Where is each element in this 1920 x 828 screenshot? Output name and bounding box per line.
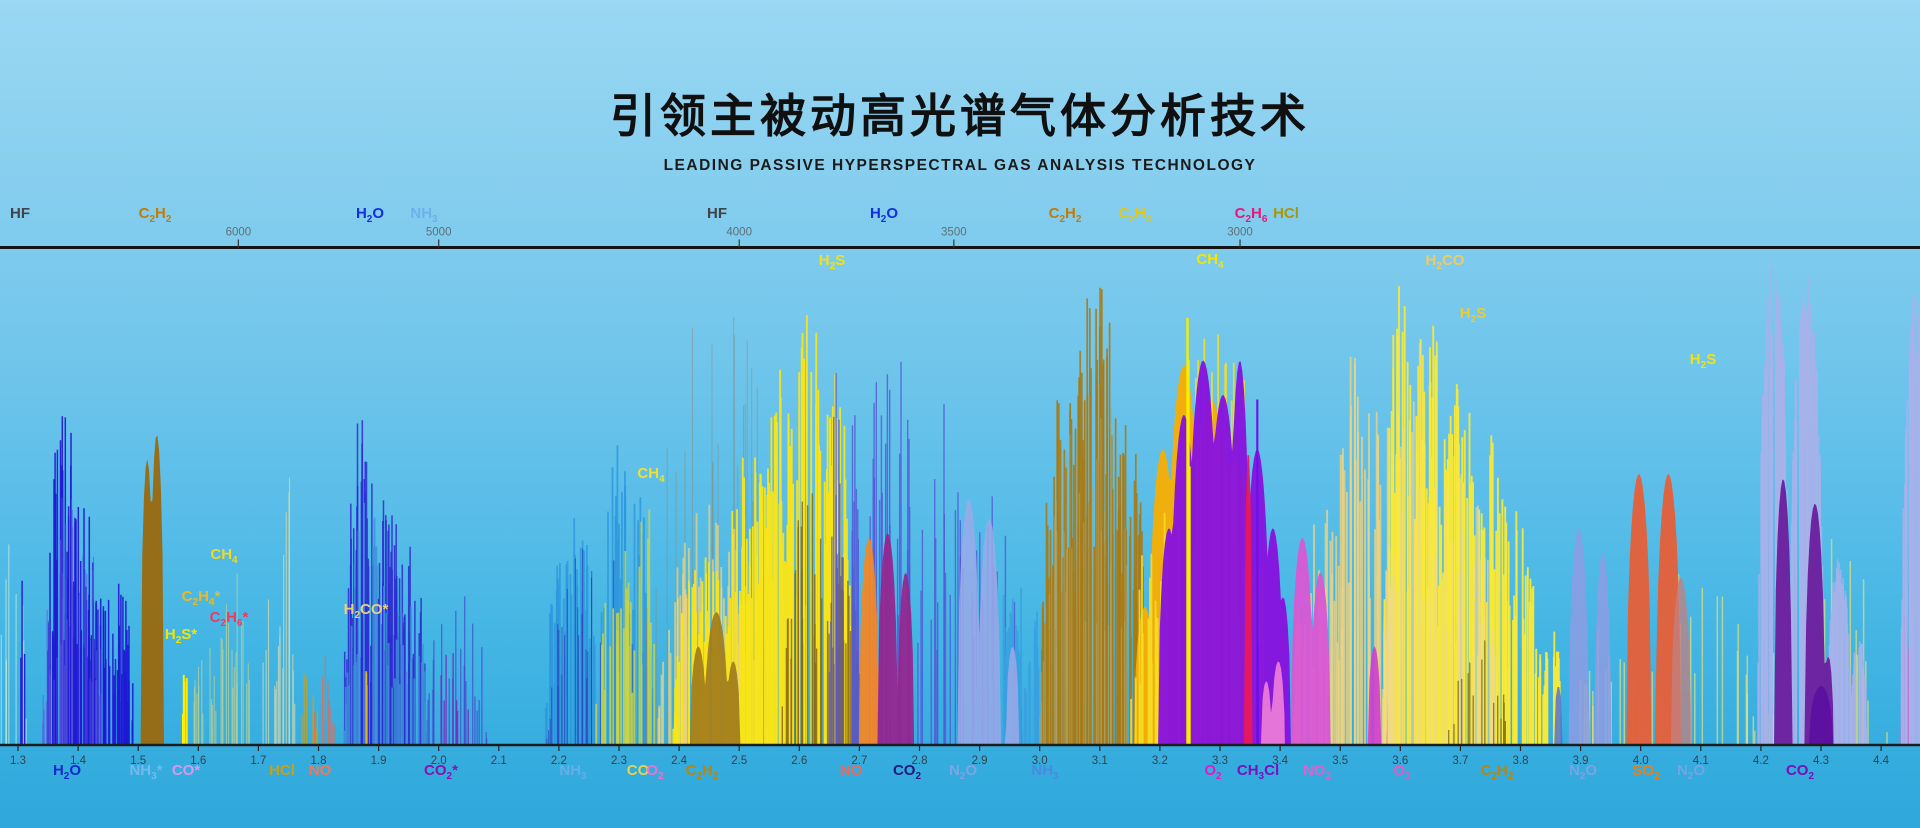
bottom-axis-tick-label: 1.5: [130, 755, 146, 767]
band-orchid-3.45-peaks: [1290, 538, 1331, 745]
top-axis-tick-label: 5000: [426, 227, 452, 239]
bottom-axis-tick-label: 3.8: [1513, 755, 1529, 767]
bottom-axis-tick-label: 2.4: [671, 755, 688, 767]
bottom-axis-tick-label: 1.9: [371, 755, 387, 767]
bottom-axis-tick-label: 2.8: [912, 755, 928, 767]
bottom-axis-tick-label: 2.3: [611, 755, 627, 767]
band-blue-3.86-bump: [1554, 687, 1563, 745]
band-periwinkle-3.9-peaks: [1568, 528, 1612, 745]
band-magenta-2.75-peak: [877, 533, 915, 745]
band-darkpurple-4.3-low: [1809, 685, 1833, 745]
bottom-axis-tick-label: 2.5: [731, 755, 747, 767]
band-rosy-4.07: [1670, 577, 1692, 745]
bottom-axis-tick-label: 3.1: [1092, 755, 1108, 767]
band-so2-4.0-tomato: [1626, 473, 1681, 745]
top-axis-tick-label: 3000: [1227, 227, 1253, 239]
bottom-axis-tick-label: 4.1: [1693, 755, 1709, 767]
band-darkpurple-4.24-peaks: [1774, 479, 1834, 745]
bottom-axis-tick-label: 2.1: [491, 755, 507, 767]
band-periwinkle-2.9-peaks: [957, 498, 1020, 745]
bottom-axis-tick-label: 1.8: [311, 755, 327, 767]
page-subtitle: LEADING PASSIVE HYPERSPECTRAL GAS ANALYS…: [663, 157, 1257, 174]
band-pink-3.39-bumps: [1260, 661, 1285, 745]
bottom-axis-tick-label: 3.4: [1272, 755, 1289, 767]
top-axis-tick-label: 6000: [226, 227, 252, 239]
bottom-axis-tick-label: 1.3: [10, 755, 26, 767]
top-axis-tick-label: 4000: [726, 227, 752, 239]
bottom-axis-tick-label: 3.7: [1452, 755, 1468, 767]
bottom-axis-tick-label: 3.0: [1032, 755, 1048, 767]
page-title: 引领主被动高光谱气体分析技术: [610, 90, 1310, 142]
band-nh3-1.52-brown: [140, 435, 164, 745]
band-brown-2.46-mounds: [689, 612, 741, 745]
band-orange-2.71-peak: [858, 538, 880, 745]
top-axis-tick-label: 3500: [941, 227, 967, 239]
band-crimson-3.35-stripe: [1244, 455, 1253, 745]
bottom-axis-tick-label: 2.7: [851, 755, 867, 767]
bottom-axis-tick-label: 1.7: [250, 755, 266, 767]
bottom-axis-tick-label: 2.0: [431, 755, 447, 767]
bottom-axis-tick-label: 2.9: [972, 755, 988, 767]
bottom-axis-tick-label: 3.5: [1332, 755, 1348, 767]
bottom-axis-tick-label: 1.4: [70, 755, 87, 767]
bottom-axis-tick-label: 4.2: [1753, 755, 1769, 767]
bottom-axis-tick-label: 2.6: [791, 755, 807, 767]
bottom-axis-tick-label: 3.2: [1152, 755, 1168, 767]
bottom-axis-tick-label: 4.3: [1813, 755, 1829, 767]
bottom-axis-tick-label: 4.4: [1873, 755, 1890, 767]
bottom-axis-tick-label: 3.9: [1573, 755, 1589, 767]
bottom-axis-tick-label: 3.3: [1212, 755, 1228, 767]
bottom-axis-tick-label: 4.0: [1633, 755, 1649, 767]
bottom-axis-tick-label: 1.6: [190, 755, 206, 767]
bottom-axis-tick-label: 2.2: [551, 755, 567, 767]
bottom-axis-tick-label: 3.6: [1392, 755, 1408, 767]
